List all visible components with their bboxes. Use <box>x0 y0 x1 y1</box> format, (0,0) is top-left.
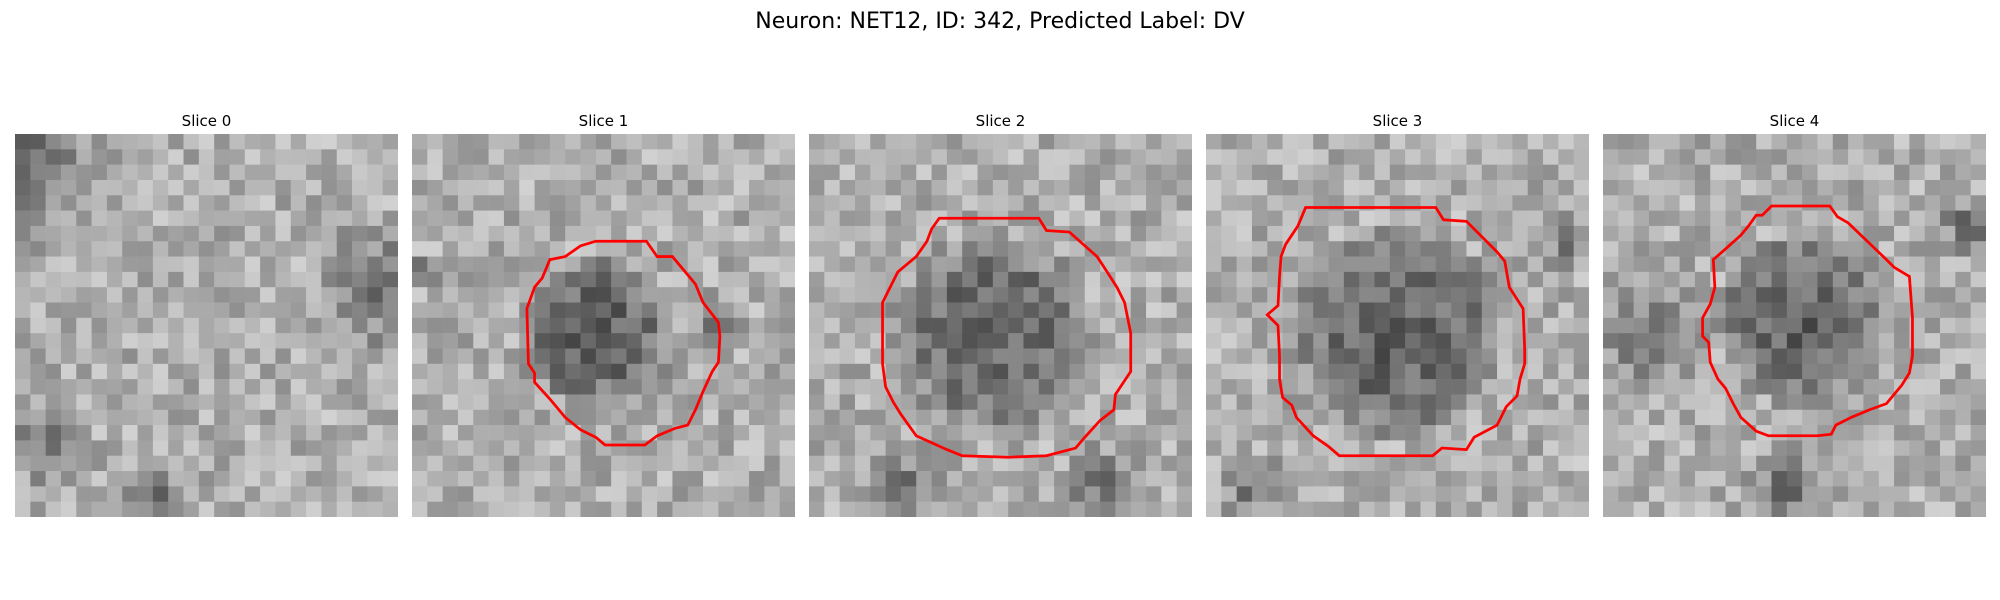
slice-image <box>809 134 1192 517</box>
slice-image <box>1603 134 1986 517</box>
grayscale-pixel-grid <box>1603 134 1986 517</box>
slice-panel-0: Slice 0 <box>15 111 398 517</box>
slice-panel-2: Slice 2 <box>809 111 1192 517</box>
slice-image <box>15 134 398 517</box>
slice-title: Slice 0 <box>181 112 232 130</box>
slice-title: Slice 1 <box>578 112 629 130</box>
grayscale-pixel-grid <box>412 134 795 517</box>
slice-image <box>1206 134 1589 517</box>
segmentation-contour <box>525 239 722 447</box>
grayscale-pixel-grid <box>809 134 1192 517</box>
segmentation-contour <box>1265 206 1527 458</box>
slice-title: Slice 3 <box>1372 112 1423 130</box>
slice-title: Slice 4 <box>1769 112 1820 130</box>
slice-panel-4: Slice 4 <box>1603 111 1986 517</box>
figure-title: Neuron: NET12, ID: 342, Predicted Label:… <box>755 9 1245 34</box>
segmentation-contour <box>881 216 1133 459</box>
slice-image <box>412 134 795 517</box>
grayscale-pixel-grid <box>1206 134 1589 517</box>
slice-title: Slice 2 <box>975 112 1026 130</box>
slice-panel-1: Slice 1 <box>412 111 795 517</box>
grayscale-pixel-grid <box>15 134 398 517</box>
segmentation-contour <box>1701 204 1914 438</box>
slice-panel-3: Slice 3 <box>1206 111 1589 517</box>
